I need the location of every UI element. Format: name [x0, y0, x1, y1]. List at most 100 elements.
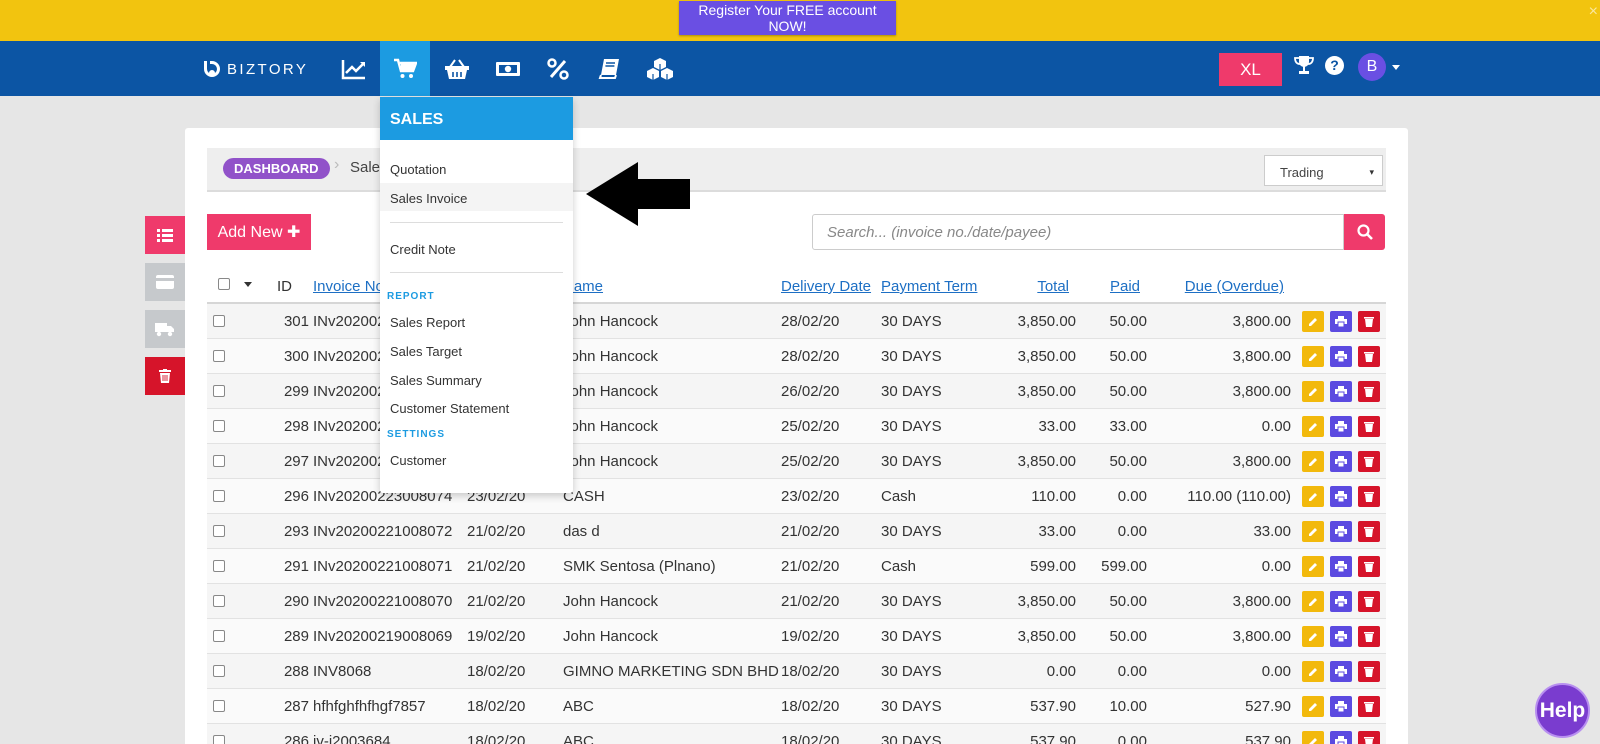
- print-button[interactable]: [1330, 591, 1352, 612]
- col-paid[interactable]: Paid: [1109, 278, 1140, 295]
- row-checkbox[interactable]: [213, 735, 225, 744]
- edit-button[interactable]: [1302, 311, 1324, 332]
- table-row[interactable]: 286 iv-i2003684 18/02/20 ABC 18/02/20 30 DAYS…: [207, 724, 1386, 744]
- biztory-logo[interactable]: BIZTORY: [201, 59, 308, 79]
- banner-close-icon[interactable]: ×: [1588, 3, 1598, 20]
- print-button[interactable]: [1330, 556, 1352, 577]
- row-checkbox[interactable]: [213, 665, 225, 677]
- menu-item-credit-note[interactable]: Credit Note: [390, 242, 456, 257]
- print-button[interactable]: [1330, 626, 1352, 647]
- edit-button[interactable]: [1302, 486, 1324, 507]
- print-button[interactable]: [1330, 696, 1352, 717]
- edit-button[interactable]: [1302, 696, 1324, 717]
- col-total[interactable]: Total: [1037, 278, 1069, 295]
- table-row[interactable]: 293 INv20200221008072 21/02/20 das d 21/02/2…: [207, 514, 1386, 549]
- xl-button[interactable]: XL: [1219, 53, 1282, 86]
- delete-button[interactable]: [1358, 346, 1380, 367]
- print-button[interactable]: [1330, 346, 1352, 367]
- row-checkbox[interactable]: [213, 350, 225, 362]
- nav-cubes-icon[interactable]: [635, 41, 685, 96]
- help-icon[interactable]: ?: [1325, 56, 1344, 75]
- row-checkbox[interactable]: [213, 315, 225, 327]
- select-all-checkbox[interactable]: [218, 278, 230, 290]
- menu-item-quotation[interactable]: Quotation: [390, 162, 447, 177]
- chevron-down-icon[interactable]: [1392, 65, 1400, 70]
- list-view-button[interactable]: [145, 216, 185, 254]
- row-checkbox[interactable]: [213, 560, 225, 572]
- help-chat-widget[interactable]: Help: [1535, 683, 1590, 738]
- company-select[interactable]: Trading ▾: [1264, 155, 1383, 186]
- table-row[interactable]: 290 INv20200221008070 21/02/20 John Hancock…: [207, 584, 1386, 619]
- delete-button[interactable]: [1358, 381, 1380, 402]
- payment-button[interactable]: [145, 263, 185, 301]
- trophy-icon[interactable]: [1293, 55, 1315, 80]
- row-checkbox[interactable]: [213, 455, 225, 467]
- nav-book-icon[interactable]: [584, 41, 634, 96]
- delete-button[interactable]: [1358, 521, 1380, 542]
- nav-percent-icon[interactable]: [533, 41, 583, 96]
- delete-button[interactable]: [1358, 556, 1380, 577]
- edit-button[interactable]: [1302, 556, 1324, 577]
- print-button[interactable]: [1330, 731, 1352, 744]
- edit-button[interactable]: [1302, 346, 1324, 367]
- breadcrumb-dashboard[interactable]: DASHBOARD: [223, 158, 330, 179]
- avatar[interactable]: B: [1358, 53, 1386, 81]
- edit-button[interactable]: [1302, 591, 1324, 612]
- row-checkbox[interactable]: [213, 525, 225, 537]
- col-name[interactable]: Name: [563, 278, 604, 295]
- print-button[interactable]: [1330, 486, 1352, 507]
- print-button[interactable]: [1330, 661, 1352, 682]
- delete-button[interactable]: [1358, 591, 1380, 612]
- delete-button[interactable]: [1358, 416, 1380, 437]
- delete-button[interactable]: [1358, 311, 1380, 332]
- nav-chart-line-icon[interactable]: [329, 41, 379, 96]
- print-button[interactable]: [1330, 416, 1352, 437]
- menu-item-sales-invoice[interactable]: Sales Invoice: [380, 183, 573, 211]
- row-checkbox[interactable]: [213, 385, 225, 397]
- col-invoice-no[interactable]: Invoice No: [313, 278, 384, 295]
- print-button[interactable]: [1330, 451, 1352, 472]
- print-button[interactable]: [1330, 381, 1352, 402]
- delivery-button[interactable]: [145, 310, 185, 348]
- row-checkbox[interactable]: [213, 595, 225, 607]
- menu-item-sales-summary[interactable]: Sales Summary: [390, 373, 482, 388]
- col-delivery-date[interactable]: Delivery Date: [781, 278, 872, 295]
- edit-button[interactable]: [1302, 521, 1324, 542]
- add-new-button[interactable]: Add New ✚: [207, 214, 311, 250]
- register-button[interactable]: Register Your FREE account NOW!: [679, 1, 896, 35]
- edit-button[interactable]: [1302, 381, 1324, 402]
- row-checkbox[interactable]: [213, 490, 225, 502]
- delete-button[interactable]: [1358, 626, 1380, 647]
- menu-item-sales-report[interactable]: Sales Report: [390, 315, 466, 330]
- delete-button[interactable]: [1358, 451, 1380, 472]
- edit-button[interactable]: [1302, 661, 1324, 682]
- edit-button[interactable]: [1302, 731, 1324, 744]
- table-row[interactable]: 287 hfhfghfhfhgf7857 18/02/20 ABC 18/02/20 30…: [207, 689, 1386, 724]
- search-button[interactable]: [1344, 214, 1385, 250]
- edit-button[interactable]: [1302, 416, 1324, 437]
- print-button[interactable]: [1330, 311, 1352, 332]
- delete-button[interactable]: [1358, 696, 1380, 717]
- nav-shopping-cart-icon[interactable]: [380, 41, 430, 96]
- nav-shopping-basket-icon[interactable]: [432, 41, 482, 96]
- table-row[interactable]: 289 INv20200219008069 19/02/20 John Hancock…: [207, 619, 1386, 654]
- col-due[interactable]: Due (Overdue): [1184, 278, 1284, 295]
- row-checkbox[interactable]: [213, 630, 225, 642]
- menu-item-sales-target[interactable]: Sales Target: [390, 344, 463, 359]
- table-row[interactable]: 291 INv20200221008071 21/02/20 SMK Sentosa …: [207, 549, 1386, 584]
- menu-item-customer[interactable]: Customer: [390, 453, 447, 468]
- print-button[interactable]: [1330, 521, 1352, 542]
- menu-item-customer-statement[interactable]: Customer Statement: [390, 401, 510, 416]
- col-payment-term[interactable]: Payment Term: [881, 278, 978, 295]
- bulk-caret-down-icon[interactable]: [244, 282, 252, 287]
- delete-button[interactable]: [1358, 661, 1380, 682]
- delete-button[interactable]: [1358, 731, 1380, 744]
- row-checkbox[interactable]: [213, 700, 225, 712]
- edit-button[interactable]: [1302, 451, 1324, 472]
- delete-selected-button[interactable]: [145, 357, 185, 395]
- nav-money-bill-icon[interactable]: [483, 41, 533, 96]
- delete-button[interactable]: [1358, 486, 1380, 507]
- search-input[interactable]: [812, 214, 1344, 250]
- table-row[interactable]: 288 INV8068 18/02/20 GIMNO MARKETING SDN BH…: [207, 654, 1386, 689]
- row-checkbox[interactable]: [213, 420, 225, 432]
